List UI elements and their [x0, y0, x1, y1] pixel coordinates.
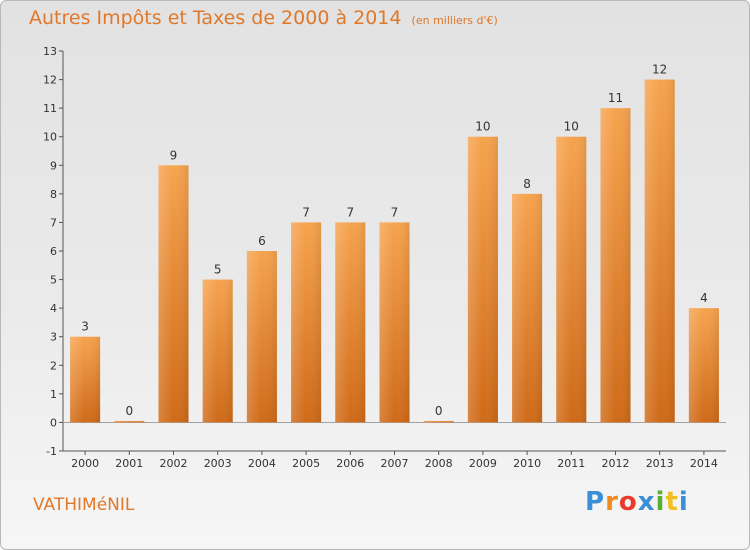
- x-tick-label: 2014: [690, 457, 718, 470]
- data-labels: 3 0 9 5 6 7 7 7 0 10 8 10 11 12 4: [81, 63, 707, 418]
- bar-value-label: 12: [652, 63, 667, 77]
- y-tick-label: 5: [50, 274, 57, 287]
- bar: [556, 136, 587, 423]
- x-tick-label: 2013: [646, 457, 674, 470]
- x-tick-label: 2011: [557, 457, 585, 470]
- logo-letter: i: [678, 487, 689, 517]
- x-tick-label: 2009: [469, 457, 497, 470]
- y-tick-label: 10: [43, 131, 57, 144]
- y-tick-label: 11: [43, 102, 57, 115]
- bar-value-label: 9: [170, 148, 178, 162]
- bar-shade: [202, 279, 233, 423]
- bar: [70, 336, 101, 423]
- bar-shade: [379, 222, 410, 423]
- x-tick-label: 2008: [425, 457, 453, 470]
- bar: [158, 165, 189, 423]
- bar-value-label: 0: [435, 404, 443, 418]
- bar-shade: [556, 136, 587, 423]
- chart-unit: (en milliers d'€): [411, 14, 498, 27]
- x-tick-label: 2004: [248, 457, 276, 470]
- bar: [467, 136, 498, 423]
- bar: [423, 420, 454, 423]
- bar-shade: [600, 108, 631, 423]
- y-tick-label: -1: [46, 445, 57, 458]
- bar-shade: [291, 222, 322, 423]
- proxiti-logo[interactable]: Proxiti: [585, 487, 689, 517]
- bar-value-label: 7: [391, 205, 399, 219]
- bars: [70, 79, 719, 423]
- logo-letter: i: [655, 487, 666, 517]
- bar-value-label: 3: [81, 320, 89, 334]
- bar-value-label: 4: [700, 291, 708, 305]
- bar-shade: [423, 420, 454, 423]
- bar: [291, 222, 322, 423]
- bar-shade: [246, 251, 277, 423]
- chart-title-text: Autres Impôts et Taxes de 2000 à 2014: [29, 7, 402, 29]
- bar: [246, 251, 277, 423]
- logo-letter: r: [605, 487, 619, 517]
- x-tick-label: 2010: [513, 457, 541, 470]
- logo-letter: o: [618, 487, 638, 517]
- bar-shade: [114, 420, 145, 423]
- bar: [379, 222, 410, 423]
- bar-value-label: 7: [302, 205, 310, 219]
- y-tick-label: 3: [50, 331, 57, 344]
- y-tick-label: 0: [50, 416, 57, 429]
- bar: [688, 308, 719, 423]
- bar-value-label: 0: [125, 404, 133, 418]
- x-tick-label: 2002: [160, 457, 188, 470]
- x-tick-label: 2006: [336, 457, 364, 470]
- bar-shade: [158, 165, 189, 423]
- bar-value-label: 11: [608, 91, 623, 105]
- y-tick-label: 8: [50, 188, 57, 201]
- logo-letter: x: [637, 487, 656, 517]
- chart-title: Autres Impôts et Taxes de 2000 à 2014 (e…: [29, 7, 498, 29]
- bar-value-label: 6: [258, 234, 266, 248]
- x-tick-label: 2001: [115, 457, 143, 470]
- y-tick-label: 4: [50, 302, 57, 315]
- x-tick-label: 2003: [204, 457, 232, 470]
- bar: [512, 193, 543, 423]
- bar: [644, 79, 675, 423]
- bar-value-label: 7: [346, 205, 354, 219]
- bar: [114, 420, 145, 423]
- y-tick-label: 7: [50, 216, 57, 229]
- bar: [335, 222, 366, 423]
- x-tick-label: 2000: [71, 457, 99, 470]
- y-tick-label: 13: [43, 45, 57, 58]
- y-tick-label: 1: [50, 388, 57, 401]
- bar-value-label: 10: [564, 120, 579, 134]
- bar-shade: [688, 308, 719, 423]
- y-tick-label: 6: [50, 245, 57, 258]
- x-tick-label: 2005: [292, 457, 320, 470]
- bar-shade: [70, 336, 101, 423]
- bar-shade: [644, 79, 675, 423]
- logo-letter: t: [665, 487, 679, 517]
- logo-letter: P: [585, 487, 606, 517]
- y-tick-label: 9: [50, 159, 57, 172]
- bar-value-label: 5: [214, 263, 222, 277]
- y-tick-label: 12: [43, 74, 57, 87]
- bar: [600, 108, 631, 423]
- x-tick-label: 2007: [381, 457, 409, 470]
- bar: [202, 279, 233, 423]
- bar-value-label: 10: [475, 120, 490, 134]
- y-tick-label: 2: [50, 359, 57, 372]
- bar-shade: [467, 136, 498, 423]
- x-tick-label: 2012: [602, 457, 630, 470]
- commune-name: VATHIMéNIL: [33, 495, 135, 515]
- bar-value-label: 8: [523, 177, 531, 191]
- bar-shade: [335, 222, 366, 423]
- bar-shade: [512, 193, 543, 423]
